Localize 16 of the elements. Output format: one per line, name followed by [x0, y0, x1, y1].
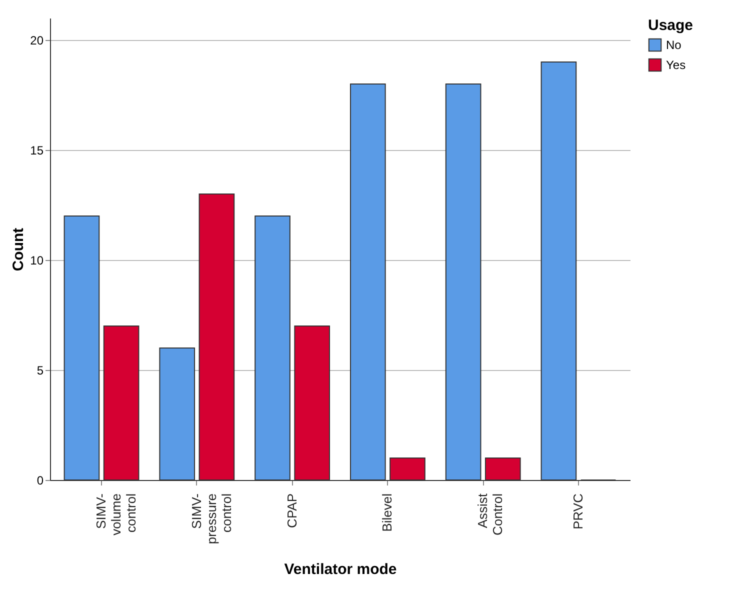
- legend-title: Usage: [648, 17, 694, 34]
- y-tick-label: 5: [36, 364, 44, 378]
- x-tick-label: Bilevel: [380, 493, 395, 532]
- x-tick-label: PRVC: [570, 494, 586, 530]
- y-tick-label: 10: [30, 254, 44, 268]
- y-tick-label: 15: [30, 144, 44, 158]
- x-axis-title: Ventilator mode: [284, 561, 397, 578]
- legend-label: No: [666, 38, 682, 52]
- y-axis-title: Count: [10, 228, 28, 272]
- x-tick-label: SIMV-volume control: [94, 493, 139, 536]
- y-tick-label: 0: [36, 474, 44, 488]
- x-tick-label: CPAP: [284, 494, 300, 528]
- x-tick-label: Assist Control: [475, 493, 506, 536]
- legend-label: Yes: [666, 58, 686, 72]
- x-tick-label: SIMV-pressure control: [188, 493, 234, 544]
- y-tick-label: 20: [30, 34, 44, 48]
